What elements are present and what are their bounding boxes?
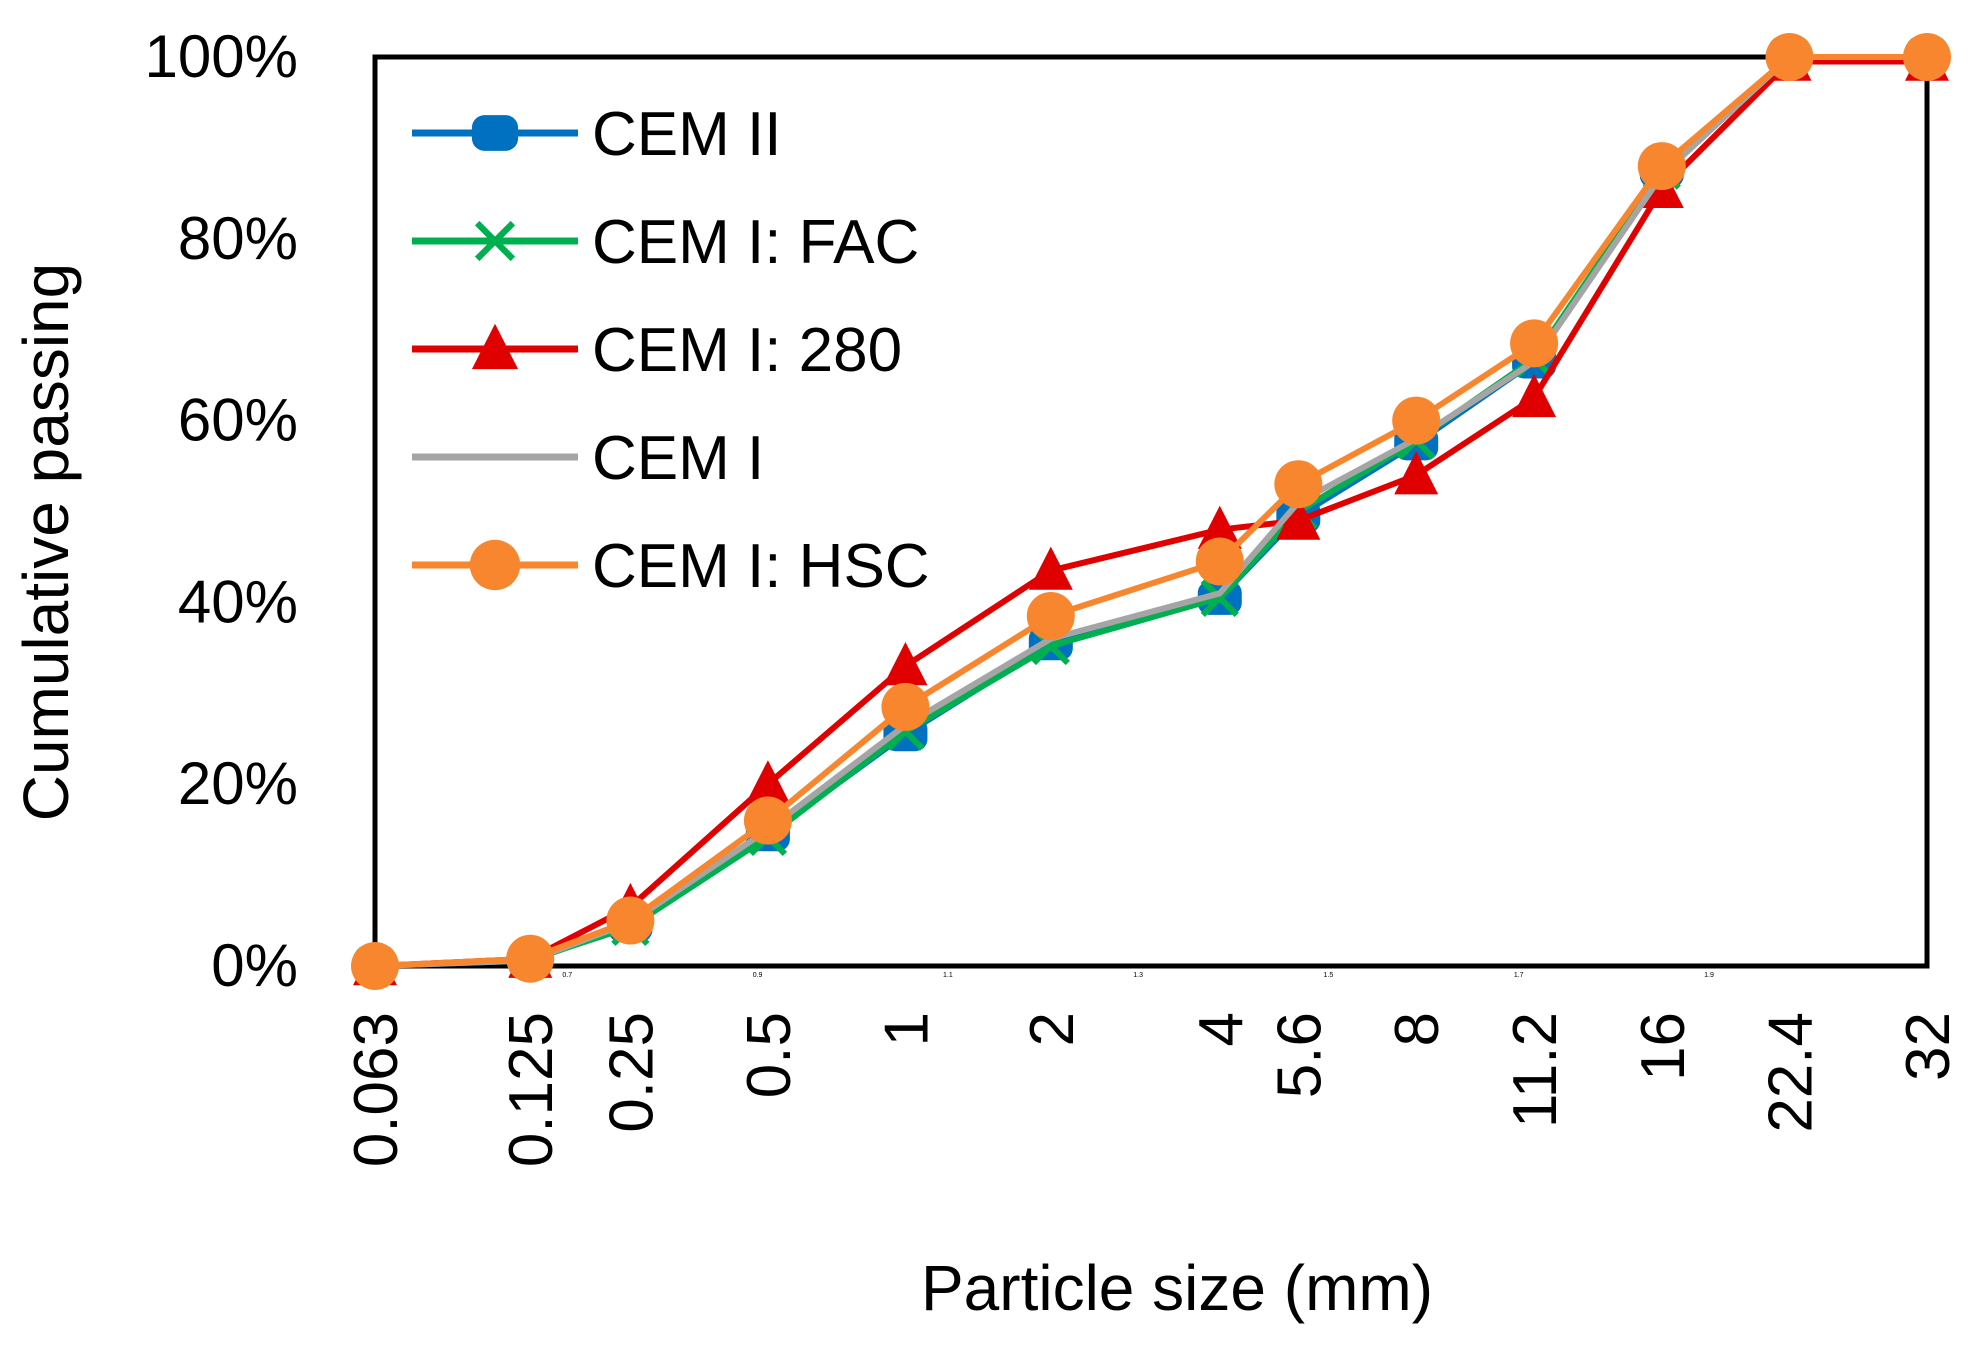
- x-axis: 0.063 0.125 0.25 0.5 1 2 4 5.6 8 11.2 16 22.4 32: [342, 1012, 1963, 1167]
- x-tick-label: 0.125: [497, 1012, 566, 1167]
- minor-x-tick-labels: 0.50.70.91.11.31.51.71.9: [372, 972, 1714, 979]
- y-tick-label: 40%: [178, 568, 298, 635]
- minor-x-tick-label: 1.1: [943, 972, 953, 979]
- x-tick-label: 8: [1383, 1012, 1452, 1046]
- y-axis-title: Cumulative passing: [10, 263, 82, 822]
- legend-entry: CEM I: [412, 424, 764, 493]
- legend-entry: CEM I: 280: [412, 316, 902, 385]
- minor-x-tick-label: 0.7: [562, 972, 572, 979]
- series-layer: [351, 33, 1951, 990]
- data-point: [474, 220, 516, 262]
- data-point: [351, 942, 399, 990]
- series-cem-i-hsc: [351, 33, 1951, 990]
- legend: CEM II CEM I: FAC CEM I: 280 CEM I CEM I: HS…: [412, 100, 930, 601]
- x-axis-title: Particle size (mm): [921, 1252, 1433, 1324]
- legend-entry: CEM I: FAC: [412, 208, 919, 277]
- data-point: [506, 934, 555, 983]
- x-tick-label: 11.2: [1501, 1012, 1570, 1128]
- data-point: [469, 539, 521, 591]
- data-point: [881, 682, 930, 731]
- minor-x-tick-label: 0.9: [753, 972, 763, 979]
- data-point: [1195, 537, 1244, 586]
- data-point: [1512, 373, 1557, 418]
- legend-label: CEM I: FAC: [592, 208, 919, 277]
- x-tick-label: 1: [872, 1012, 941, 1046]
- data-point: [1392, 396, 1441, 445]
- y-tick-label: 100%: [145, 23, 298, 90]
- y-axis: 0% 20% 40% 60% 80% 100%: [145, 23, 298, 999]
- data-point: [1028, 546, 1073, 590]
- y-tick-label: 60%: [178, 387, 298, 454]
- data-point: [1026, 592, 1075, 641]
- data-point: [1765, 33, 1814, 81]
- data-point: [1637, 142, 1686, 191]
- data-point: [606, 896, 655, 945]
- legend-entry: CEM I: HSC: [412, 532, 930, 601]
- y-tick-label: 80%: [178, 205, 298, 272]
- data-point: [1276, 496, 1321, 540]
- x-tick-label: 4: [1187, 1012, 1256, 1046]
- x-tick-label: 0.25: [597, 1012, 666, 1133]
- legend-entry: CEM II: [412, 100, 781, 169]
- data-point: [883, 642, 928, 686]
- data-point: [1197, 505, 1242, 549]
- legend-label: CEM I: 280: [592, 316, 902, 385]
- data-point: [745, 760, 790, 804]
- data-point: [1200, 578, 1239, 617]
- data-point: [743, 796, 792, 845]
- minor-x-tick-label: 1.9: [1704, 972, 1714, 979]
- y-tick-label: 0%: [211, 932, 298, 999]
- minor-x-tick-label: 1.7: [1514, 972, 1524, 979]
- minor-x-tick-label: 1.5: [1324, 972, 1334, 979]
- data-point: [471, 115, 519, 151]
- x-tick-label: 0.5: [735, 1012, 804, 1098]
- legend-label: CEM II: [592, 100, 781, 169]
- data-point: [1903, 33, 1951, 81]
- x-tick-label: 0.063: [342, 1012, 411, 1167]
- y-tick-label: 20%: [178, 750, 298, 817]
- data-point: [471, 323, 519, 370]
- data-point: [1394, 451, 1439, 495]
- x-tick-label: 5.6: [1265, 1012, 1334, 1098]
- minor-x-tick-label: 1.3: [1133, 972, 1143, 979]
- x-tick-label: 22.4: [1756, 1012, 1825, 1133]
- data-point: [1510, 319, 1559, 368]
- data-point: [1274, 460, 1323, 509]
- x-tick-label: 2: [1018, 1012, 1087, 1046]
- x-tick-label: 16: [1629, 1012, 1698, 1081]
- x-tick-label: 32: [1894, 1012, 1963, 1081]
- plot-area: [372, 54, 1930, 969]
- legend-label: CEM I: [592, 424, 764, 493]
- legend-label: CEM I: HSC: [592, 532, 930, 601]
